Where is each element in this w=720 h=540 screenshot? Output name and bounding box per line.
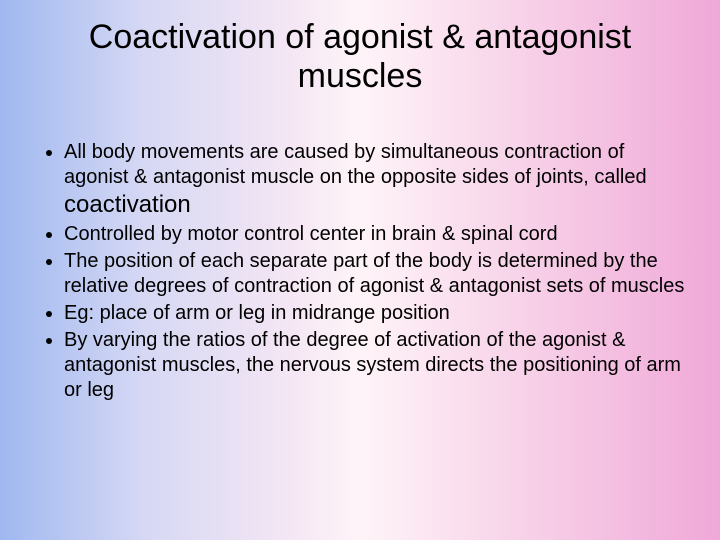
list-item: By varying the ratios of the degree of a… [64,328,686,403]
bullet-text-emph: coactivation [64,191,191,218]
list-item: The position of each separate part of th… [64,249,686,299]
slide: Coactivation of agonist & antagonist mus… [0,0,720,540]
list-item: Controlled by motor control center in br… [64,222,686,247]
slide-title: Coactivation of agonist & antagonist mus… [34,18,686,96]
bullet-list: All body movements are caused by simulta… [34,140,686,403]
list-item: Eg: place of arm or leg in midrange posi… [64,301,686,326]
bullet-text-prefix: All body movements are caused by simulta… [64,141,647,188]
list-item: All body movements are caused by simulta… [64,140,686,220]
